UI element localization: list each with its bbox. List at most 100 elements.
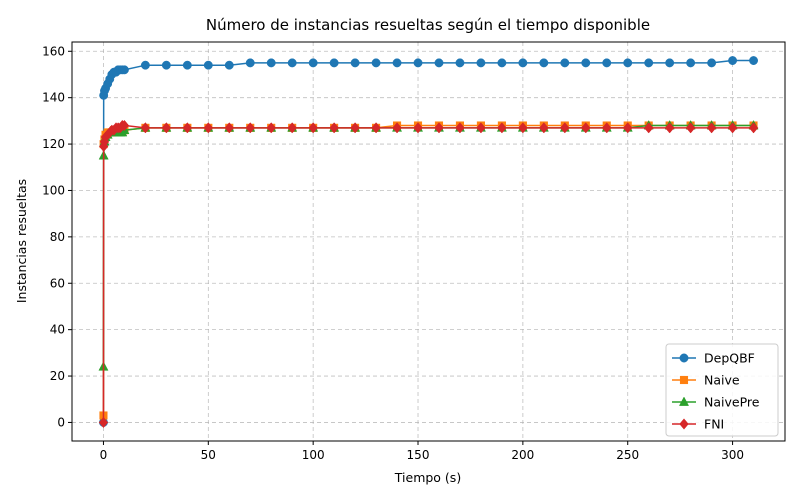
data-point-depqbf	[392, 58, 402, 68]
data-point-fni	[518, 122, 528, 134]
series-fni	[98, 119, 759, 429]
x-axis-ticks: 0 50 100 150 200 250 300	[100, 441, 744, 462]
data-point-depqbf	[140, 60, 150, 70]
data-point-depqbf	[581, 58, 591, 68]
data-point-depqbf	[203, 60, 213, 70]
data-point-depqbf	[497, 58, 507, 68]
series-line-depqbf	[102, 59, 754, 423]
data-point-fni	[497, 122, 507, 134]
legend-marker-naivepre	[678, 396, 690, 406]
data-point-depqbf	[371, 58, 381, 68]
data-point-depqbf	[476, 58, 486, 68]
chart-title: Número de instancias resueltas según el …	[206, 16, 650, 34]
data-point-fni	[581, 122, 591, 134]
legend-entry-naive: Naive	[672, 373, 740, 388]
data-point-fni	[727, 122, 738, 134]
data-point-fni	[266, 122, 276, 134]
data-point-depqbf	[350, 58, 360, 68]
data-point-depqbf	[644, 58, 654, 68]
data-point-fni	[476, 122, 486, 134]
data-point-depqbf	[539, 58, 549, 68]
legend-label-fni: FNI	[704, 417, 724, 432]
x-tick-label: 300	[721, 448, 744, 462]
y-tick-label: 80	[50, 230, 65, 244]
data-point-fni	[308, 122, 318, 134]
data-point-fni	[203, 122, 214, 134]
series-naivepre	[98, 119, 759, 371]
data-point-fni	[119, 119, 130, 132]
data-point-fni	[434, 122, 444, 134]
data-point-fni	[98, 416, 109, 429]
data-point-depqbf	[308, 58, 318, 68]
legend-entry-naivepre: NaivePre	[672, 395, 760, 410]
data-point-fni	[602, 122, 612, 134]
data-point-depqbf	[560, 58, 570, 68]
series-layer	[98, 56, 759, 429]
data-point-fni	[182, 122, 193, 134]
data-point-fni	[392, 122, 402, 134]
data-point-depqbf	[245, 58, 255, 68]
y-axis-label: Instancias resueltas	[14, 179, 29, 303]
data-point-fni	[622, 122, 633, 134]
data-point-fni	[140, 122, 151, 134]
series-depqbf	[99, 56, 758, 427]
y-tick-label: 120	[42, 137, 65, 151]
y-tick-label: 40	[50, 323, 65, 337]
data-point-fni	[455, 122, 465, 134]
data-point-fni	[224, 122, 235, 134]
legend-marker-fni	[679, 418, 689, 430]
series-naive	[99, 121, 758, 420]
data-point-depqbf	[119, 65, 129, 75]
data-point-fni	[539, 122, 549, 134]
y-axis-ticks: 0 20 40 60 80 100 120 140 160	[42, 44, 72, 429]
data-point-fni	[706, 122, 717, 134]
data-point-depqbf	[287, 58, 297, 68]
legend-entry-depqbf: DepQBF	[672, 351, 755, 366]
data-point-depqbf	[707, 58, 717, 68]
data-point-fni	[748, 122, 759, 134]
series-line-fni	[102, 124, 754, 423]
legend-label-naivepre: NaivePre	[704, 395, 760, 410]
x-tick-label: 100	[302, 448, 325, 462]
plot-frame	[71, 41, 786, 442]
legend-entry-fni: FNI	[672, 417, 724, 432]
data-point-depqbf	[182, 60, 192, 70]
legend-marker-naive	[679, 375, 689, 385]
data-point-depqbf	[602, 58, 612, 68]
y-tick-label: 140	[42, 91, 65, 105]
series-line-naivepre	[102, 124, 754, 367]
grid	[72, 42, 785, 441]
x-tick-label: 150	[407, 448, 430, 462]
data-point-fni	[287, 122, 297, 134]
legend-label-naive: Naive	[704, 373, 740, 388]
series-line-naive	[102, 124, 754, 416]
x-tick-label: 250	[616, 448, 639, 462]
data-point-depqbf	[749, 56, 758, 66]
data-point-fni	[161, 122, 172, 134]
data-point-fni	[560, 122, 570, 134]
data-point-depqbf	[434, 58, 444, 68]
y-tick-label: 60	[50, 276, 65, 290]
data-point-fni	[643, 122, 654, 134]
legend-box	[665, 343, 779, 437]
data-point-depqbf	[665, 58, 675, 68]
data-point-fni	[245, 122, 255, 134]
y-tick-label: 0	[57, 415, 65, 429]
legend-marker-depqbf	[679, 353, 689, 363]
data-point-depqbf	[329, 58, 339, 68]
legend-label-depqbf: DepQBF	[704, 351, 755, 366]
data-point-depqbf	[518, 58, 528, 68]
x-axis-label: Tiempo (s)	[394, 470, 461, 485]
x-tick-label: 50	[201, 448, 216, 462]
data-point-depqbf	[161, 60, 171, 70]
data-point-depqbf	[728, 56, 738, 66]
x-tick-label: 0	[100, 448, 108, 462]
data-point-depqbf	[686, 58, 696, 68]
legend: DepQBF Naive NaivePre FNI	[665, 343, 779, 437]
data-point-depqbf	[224, 60, 234, 70]
data-point-fni	[685, 122, 696, 134]
data-point-depqbf	[623, 58, 633, 68]
data-point-fni	[664, 122, 675, 134]
y-tick-label: 20	[50, 369, 65, 383]
